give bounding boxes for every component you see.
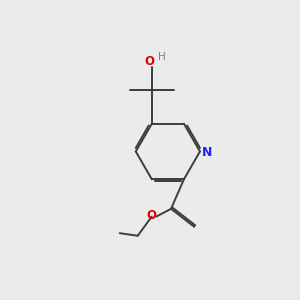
Text: O: O — [147, 209, 157, 222]
Text: N: N — [201, 146, 212, 159]
Text: H: H — [158, 52, 166, 62]
Text: O: O — [144, 55, 154, 68]
